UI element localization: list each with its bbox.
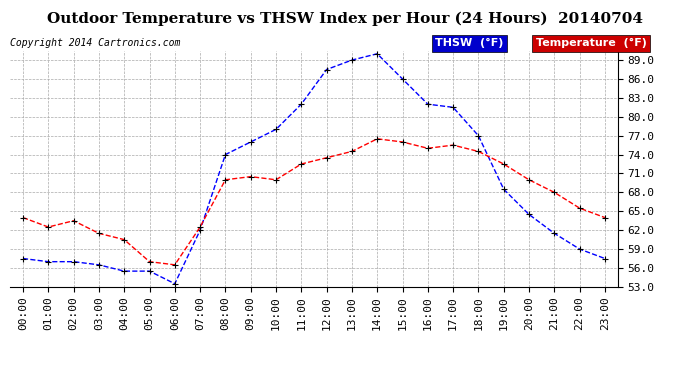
Text: THSW  (°F): THSW (°F) (435, 38, 504, 48)
Text: Outdoor Temperature vs THSW Index per Hour (24 Hours)  20140704: Outdoor Temperature vs THSW Index per Ho… (47, 11, 643, 26)
Text: Temperature  (°F): Temperature (°F) (535, 38, 647, 48)
Text: Copyright 2014 Cartronics.com: Copyright 2014 Cartronics.com (10, 38, 181, 48)
